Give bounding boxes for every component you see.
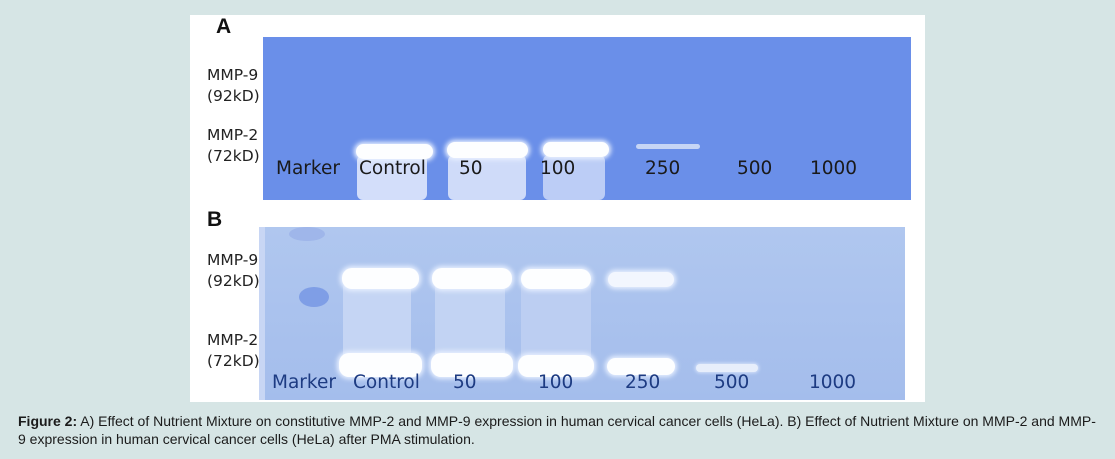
gel-b-lane-100: 100 [538, 372, 574, 393]
gel-b-lane-500: 500 [714, 372, 750, 393]
gel-b-marker-spot-upper [289, 227, 325, 241]
gel-b-100-smear [521, 282, 591, 362]
figure-panel: A MMP-9 (92kD) MMP-2 (72kD) Marker Contr… [190, 15, 925, 402]
panel-b-mmp2-label: MMP-2 (72kD) [207, 330, 260, 372]
gel-a-mmp2-band-50 [447, 142, 528, 158]
panel-a-mmp2-name: MMP-2 [207, 126, 259, 144]
gel-b-lane-250: 250 [625, 372, 661, 393]
caption-text: A) Effect of Nutrient Mixture on constit… [18, 413, 1096, 447]
gel-a-lane-50: 50 [459, 158, 483, 179]
panel-a-mmp2-label: MMP-2 (72kD) [207, 125, 260, 167]
gel-b-mmp2-band-control [339, 353, 422, 377]
gel-image-a: Marker Control 50 100 250 500 1000 [263, 37, 911, 200]
gel-a-control-smear [357, 155, 427, 200]
gel-b-mmp9-band-control [342, 268, 419, 289]
gel-b-mmp2-band-500 [696, 364, 758, 372]
gel-b-mmp2-band-250 [607, 358, 675, 375]
gel-b-mmp2-band-50 [431, 353, 513, 377]
gel-b-marker-spot-lower [299, 287, 329, 307]
panel-a-mmp9-weight: (92kD) [207, 87, 260, 105]
panel-b-mmp9-name: MMP-9 [207, 251, 259, 269]
panel-b-mmp2-name: MMP-2 [207, 331, 259, 349]
panel-b-mmp9-weight: (92kD) [207, 272, 260, 290]
gel-a-mmp2-band-100 [543, 142, 609, 157]
gel-b-lane-50: 50 [453, 372, 477, 393]
caption-figure-number: Figure 2: [18, 413, 78, 429]
gel-a-lane-250: 250 [645, 158, 681, 179]
panel-a-mmp2-weight: (72kD) [207, 147, 260, 165]
gel-b-mmp2-band-100 [518, 355, 594, 377]
gel-b-lane-1000: 1000 [809, 372, 857, 393]
panel-a-mmp9-label: MMP-9 (92kD) [207, 65, 260, 107]
gel-a-100-smear [543, 155, 605, 200]
panel-b-letter: B [207, 208, 223, 231]
gel-b-mmp9-band-50 [432, 268, 512, 289]
gel-a-lane-1000: 1000 [810, 158, 858, 179]
gel-a-mmp2-band-250 [636, 144, 700, 149]
gel-b-lane-control: Control [353, 372, 420, 393]
gel-a-mmp2-band-control [356, 144, 433, 159]
gel-b-mmp9-band-100 [521, 269, 591, 289]
gel-b-control-smear [343, 282, 411, 362]
panel-a-mmp9-name: MMP-9 [207, 66, 259, 84]
gel-b-lane-marker: Marker [272, 372, 336, 393]
gel-a-lane-control: Control [359, 158, 426, 179]
gel-a-50-smear [448, 155, 526, 200]
panel-b-mmp2-weight: (72kD) [207, 352, 260, 370]
figure-caption: Figure 2: A) Effect of Nutrient Mixture … [18, 412, 1103, 448]
gel-a-lane-500: 500 [737, 158, 773, 179]
gel-b-mmp9-band-250 [608, 272, 674, 287]
gel-image-b: Marker Control 50 100 250 500 1000 [259, 227, 905, 400]
gel-b-50-smear [435, 282, 505, 362]
panel-a-letter: A [216, 15, 232, 38]
gel-a-lane-marker: Marker [276, 158, 340, 179]
panel-b-mmp9-label: MMP-9 (92kD) [207, 250, 260, 292]
gel-a-lane-100: 100 [540, 158, 576, 179]
